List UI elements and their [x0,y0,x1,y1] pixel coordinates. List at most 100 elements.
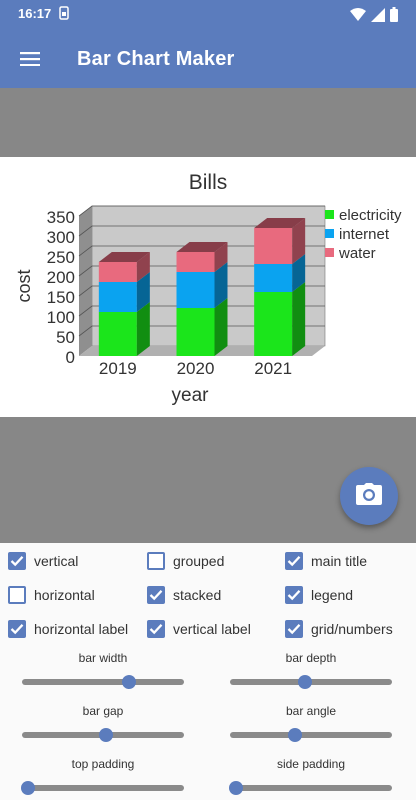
bar-side-internet-2020 [214,262,228,308]
chart-area: Bills cost year 0 50 100 150 200 250 300 350 201… [0,157,416,417]
bar-side-internet-2019 [136,272,150,312]
y-axis-label: cost [14,269,34,302]
bar-water-2020 [176,252,215,272]
gridline [78,205,325,217]
bar-internet-2021 [254,264,293,292]
checkbox-box[interactable] [147,552,165,570]
slider-thumb[interactable] [121,675,136,689]
wifi-icon [350,7,366,26]
slider-thumb[interactable] [99,728,114,742]
status-time: 16:17 [18,6,52,21]
battery-icon [390,7,398,26]
x-tick-label: 2019 [99,359,137,378]
background-band-top [0,88,416,157]
slider-label: bar angle [285,704,337,718]
x-tick-label: 2021 [254,359,292,378]
y-tick-label: 100 [47,308,75,327]
grid-numbers-checkbox[interactable]: grid/numbers [285,620,393,638]
checkbox-label: grid/numbers [311,621,393,637]
checkbox-box[interactable] [285,552,303,570]
slider-thumb[interactable] [21,781,36,795]
stacked-checkbox[interactable]: stacked [147,586,221,604]
status-bar: 16:17 [0,0,416,30]
checkbox-box[interactable] [285,586,303,604]
app-title: Bar Chart Maker [77,48,235,70]
bar-top-2020 [176,242,228,252]
horizontal-label-checkbox[interactable]: horizontal label [8,620,128,638]
legend-swatch [325,229,334,238]
slider-label: top padding [71,757,135,771]
checkbox-label: stacked [173,587,222,603]
legend-item: water [338,245,376,262]
slider-track[interactable] [22,679,184,685]
gridline [78,245,325,257]
chart-left-wall [79,206,92,356]
legend-swatch [325,210,334,219]
slider-label: side padding [276,757,346,771]
bar-water-2021 [254,228,293,264]
gridline [78,265,325,277]
vertical-checkbox[interactable]: vertical [8,552,78,570]
checkbox-box[interactable] [147,586,165,604]
bar-electricity-2020 [176,308,215,356]
slider-thumb[interactable] [229,781,244,795]
slider-label: bar depth [285,651,337,665]
slider-track[interactable] [230,732,392,738]
gridline [78,305,325,317]
checkbox-box[interactable] [8,586,26,604]
y-tick-label: 150 [47,288,75,307]
chart-title: Bills [189,171,228,194]
controls-panel: vertical grouped main title horizontal s… [0,543,416,800]
horizontal-checkbox[interactable]: horizontal [8,586,95,604]
slider-track[interactable] [22,785,184,791]
checkbox-label: main title [311,553,368,569]
checkbox-box[interactable] [285,620,303,638]
bar-electricity-2021 [254,292,293,356]
bar-side-internet-2021 [292,254,306,292]
hamburger-menu-icon[interactable] [12,42,48,76]
gridline [78,285,325,297]
main-title-checkbox[interactable]: main title [285,552,367,570]
checkbox-box[interactable] [147,620,165,638]
checkbox-label: vertical [34,553,79,569]
app-bar: Bar Chart Maker [0,30,416,88]
checkbox-box[interactable] [8,552,26,570]
camera-icon [356,483,382,509]
y-tick-label: 300 [47,228,75,247]
checkbox-label: horizontal [34,587,95,603]
slider-track[interactable] [230,785,392,791]
checkbox-label: legend [311,587,354,603]
bar-top-2019 [98,252,150,262]
checkbox-label: horizontal label [34,621,129,637]
bar-side-electricity-2021 [292,282,306,356]
x-axis-label: year [172,385,210,406]
signal-icon [371,7,385,26]
legend-swatch [325,248,334,257]
sim-card-icon [59,6,69,23]
slider-thumb[interactable] [287,728,302,742]
vertical-label-checkbox[interactable]: vertical label [147,620,251,638]
bar-side-electricity-2020 [214,298,228,356]
bar-internet-2019 [98,282,137,312]
camera-button[interactable] [340,467,398,525]
x-tick-label: 2020 [177,359,215,378]
y-tick-label: 250 [47,248,75,267]
slider-label: bar gap [82,704,124,718]
bar-side-electricity-2019 [136,302,150,356]
bar-side-water-2021 [292,218,306,264]
bar-water-2019 [98,262,137,282]
grouped-checkbox[interactable]: grouped [147,552,224,570]
legend-checkbox[interactable]: legend [285,586,353,604]
legend-item: internet [339,226,390,243]
bar-top-2021 [254,218,306,228]
slider-thumb[interactable] [297,675,312,689]
y-tick-label: 0 [66,348,75,367]
slider-label: bar width [78,651,128,665]
bar-internet-2020 [176,272,215,308]
checkbox-label: grouped [173,553,225,569]
checkbox-label: vertical label [173,621,251,637]
y-tick-label: 200 [47,268,75,287]
checkbox-box[interactable] [8,620,26,638]
gridline [78,225,325,237]
